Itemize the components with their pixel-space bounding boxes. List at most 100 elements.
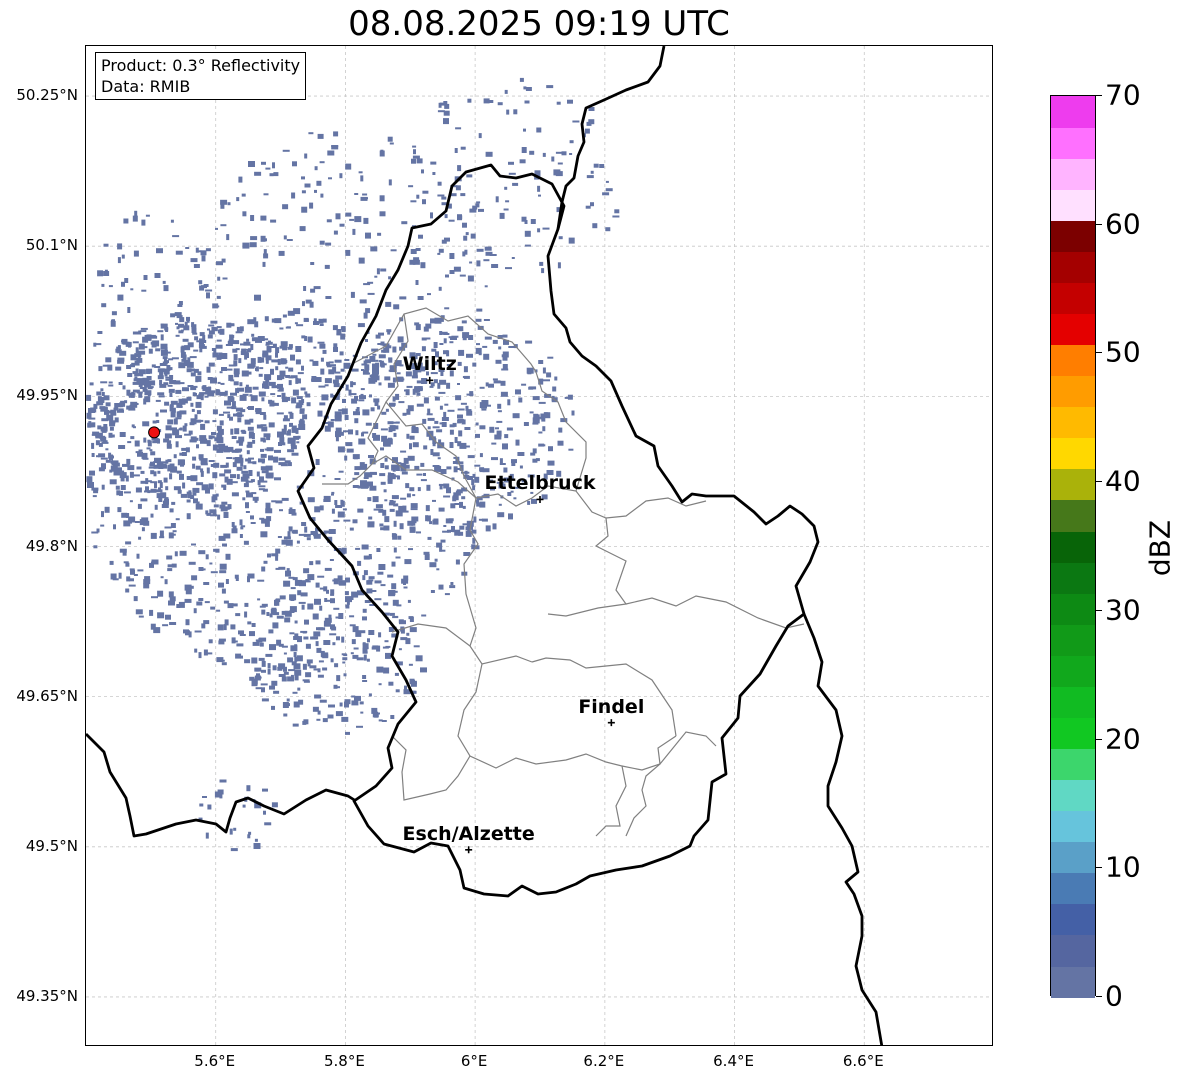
radar-echo-pixel — [207, 804, 212, 810]
radar-echo-pixel — [258, 373, 263, 377]
radar-echo-pixel — [217, 789, 224, 795]
radar-echo-pixel — [271, 802, 278, 808]
radar-echo-pixel — [387, 136, 393, 142]
radar-echo-pixel — [180, 493, 188, 498]
radar-echo-pixel — [339, 173, 343, 179]
radar-echo-pixel — [91, 531, 99, 534]
radar-echo-pixel — [262, 261, 266, 267]
radar-echo-pixel — [264, 385, 270, 389]
radar-echo-pixel — [424, 337, 431, 340]
radar-echo-pixel — [107, 364, 113, 371]
radar-echo-pixel — [317, 575, 325, 578]
radar-echo-pixel — [182, 387, 189, 392]
radar-echo-pixel — [307, 336, 313, 343]
radar-echo-pixel — [166, 555, 173, 560]
radar-echo-pixel — [328, 369, 335, 375]
radar-echo-pixel — [277, 666, 283, 671]
radar-echo-pixel — [118, 382, 123, 385]
radar-echo-pixel — [227, 341, 234, 344]
radar-echo-pixel — [466, 410, 473, 416]
radar-echo-pixel — [170, 411, 176, 418]
radar-echo-pixel — [289, 610, 295, 613]
radar-echo-pixel — [208, 483, 214, 490]
radar-echo-pixel — [226, 368, 233, 371]
radar-echo-pixel — [290, 354, 295, 361]
radar-echo-pixel — [138, 615, 144, 618]
radar-echo-pixel — [416, 403, 424, 407]
radar-echo-pixel — [216, 445, 224, 448]
radar-echo-pixel — [319, 699, 327, 703]
radar-echo-pixel — [137, 354, 141, 361]
radar-echo-pixel — [384, 640, 389, 643]
radar-echo-pixel — [216, 295, 221, 299]
radar-echo-pixel — [443, 495, 451, 498]
radar-echo-pixel — [296, 441, 300, 444]
radar-echo-pixel — [239, 519, 243, 526]
radar-echo-pixel — [292, 723, 299, 727]
radar-echo-pixel — [322, 318, 327, 323]
radar-echo-pixel — [483, 353, 490, 360]
radar-echo-pixel — [118, 445, 126, 449]
radar-echo-pixel — [333, 230, 338, 235]
radar-echo-pixel — [150, 623, 156, 630]
radar-echo-pixel — [378, 508, 384, 513]
city-label: Wiltz — [402, 353, 457, 376]
radar-echo-pixel — [338, 409, 343, 412]
radar-echo-pixel — [353, 456, 358, 460]
radar-echo-pixel — [265, 359, 269, 364]
radar-echo-pixel — [364, 600, 371, 603]
radar-echo-pixel — [97, 270, 104, 277]
radar-echo-pixel — [568, 237, 575, 244]
radar-echo-pixel — [293, 663, 301, 670]
radar-echo-pixel — [127, 465, 135, 471]
radar-echo-pixel — [186, 317, 190, 323]
radar-echo-pixel — [517, 452, 525, 456]
radar-echo-pixel — [455, 185, 461, 191]
radar-echo-pixel — [193, 368, 199, 373]
radar-echo-pixel — [294, 644, 298, 647]
radar-echo-pixel — [175, 435, 182, 439]
radar-echo-pixel — [150, 335, 158, 339]
radar-echo-pixel — [351, 639, 356, 645]
radar-echo-pixel — [237, 417, 242, 423]
radar-echo-pixel — [395, 393, 400, 400]
radar-echo-pixel — [143, 583, 150, 589]
radar-echo-pixel — [259, 367, 264, 370]
radar-echo-pixel — [372, 496, 379, 503]
radar-echo-pixel — [298, 420, 305, 427]
radar-echo-pixel — [455, 395, 462, 401]
radar-echo-pixel — [337, 511, 345, 518]
radar-echo-pixel — [360, 480, 367, 487]
radar-echo-pixel — [283, 580, 291, 587]
radar-echo-pixel — [261, 687, 265, 693]
radar-echo-pixel — [248, 431, 254, 437]
radar-echo-pixel — [461, 320, 467, 324]
radar-echo-pixel — [231, 492, 239, 497]
colorbar-segment — [1051, 624, 1095, 656]
radar-echo-pixel — [411, 425, 416, 428]
radar-echo-pixel — [383, 489, 387, 493]
radar-echo-pixel — [166, 443, 172, 449]
radar-echo-pixel — [479, 386, 485, 389]
radar-site-marker[interactable] — [148, 426, 161, 439]
canton-boundaries — [322, 307, 805, 837]
radar-echo-pixel — [524, 244, 531, 247]
radar-echo-pixel — [192, 492, 197, 496]
radar-echo-pixel — [443, 411, 447, 418]
radar-echo-pixel — [255, 639, 263, 642]
radar-echo-pixel — [278, 566, 286, 570]
radar-echo-pixel — [244, 611, 248, 618]
radar-echo-pixel — [483, 98, 490, 104]
map-frame[interactable]: Wiltz Ettelbruck Findel Esch/Alzette — [85, 45, 993, 1046]
radar-echo-pixel — [330, 393, 334, 398]
radar-echo-pixel — [392, 396, 396, 402]
colorbar-tick — [1096, 609, 1102, 611]
radar-echo-pixel — [329, 559, 334, 561]
radar-echo-pixel — [148, 466, 156, 469]
radar-echo-pixel — [380, 584, 386, 587]
radar-echo-pixel — [152, 420, 157, 424]
radar-echo-pixel — [219, 792, 223, 799]
radar-echo-pixel — [200, 345, 207, 349]
radar-echo-pixel — [457, 361, 462, 366]
canton-boundary — [351, 307, 537, 373]
